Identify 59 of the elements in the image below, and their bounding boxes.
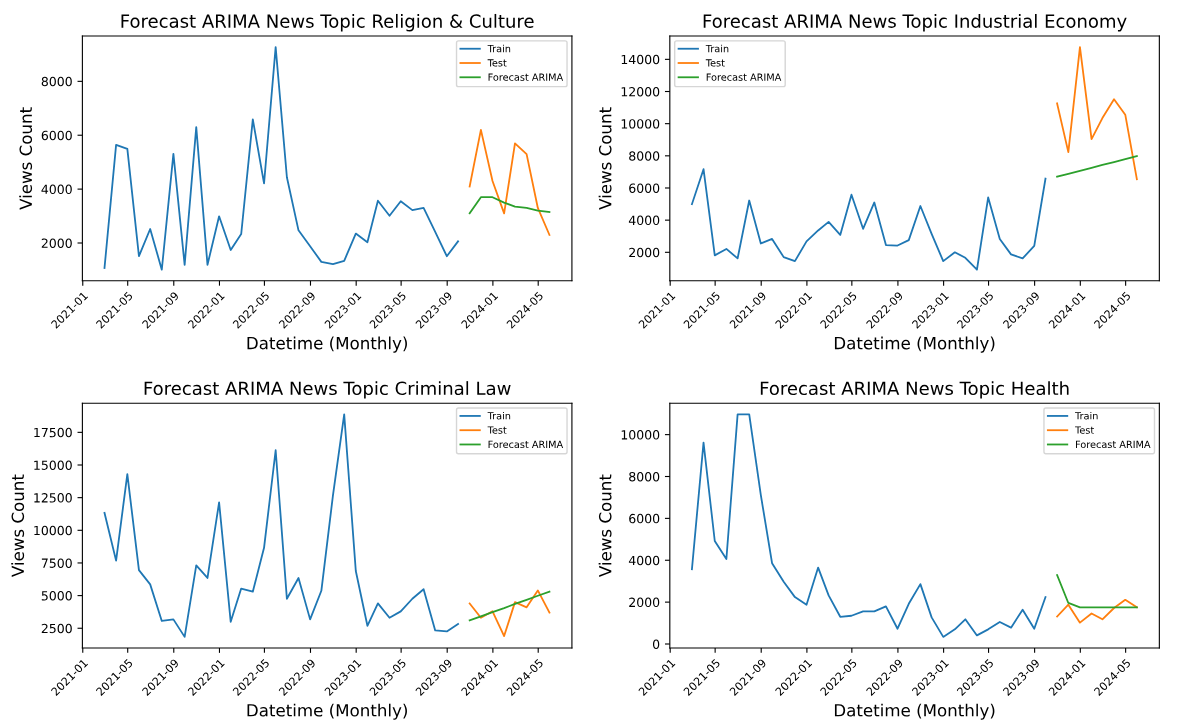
chart-title: Forecast ARIMA News Topic Industrial Economy bbox=[703, 13, 1127, 32]
legend-label: Forecast ARIMA bbox=[488, 73, 564, 81]
y-tick-label: 6000 bbox=[41, 130, 72, 141]
chart-title: Forecast ARIMA News Topic Health bbox=[760, 381, 1069, 399]
legend-label: Train bbox=[705, 44, 729, 53]
y-tick-label: 17500 bbox=[34, 427, 72, 438]
y-tick-label: 6000 bbox=[629, 183, 660, 193]
line-series bbox=[468, 589, 551, 637]
legend-label: Train bbox=[487, 44, 511, 53]
y-tick-label: 4000 bbox=[628, 215, 660, 226]
y-tick-label: 12000 bbox=[621, 86, 660, 97]
y-tick-label: 14000 bbox=[621, 54, 660, 65]
y-axis-title: Views Count bbox=[19, 107, 33, 210]
x-axis-title: Datetime (Monthly) bbox=[834, 336, 995, 353]
y-tick-label: 2000 bbox=[629, 597, 660, 608]
legend-label: Test bbox=[1075, 426, 1094, 434]
y-tick-label: 2000 bbox=[41, 238, 72, 248]
y-tick-label: 4000 bbox=[628, 555, 660, 566]
line-series bbox=[468, 196, 551, 215]
legend-label: Test bbox=[487, 426, 507, 434]
line-series bbox=[103, 413, 459, 638]
line-series bbox=[1056, 46, 1138, 181]
legend-label: Test bbox=[487, 59, 507, 67]
y-tick-label: 7500 bbox=[41, 558, 72, 568]
y-tick-label: 8000 bbox=[41, 76, 72, 87]
legend-label: Forecast ARIMA bbox=[488, 440, 564, 449]
y-tick-label: 8000 bbox=[629, 151, 660, 161]
y-axis-title: Views Count bbox=[11, 474, 25, 577]
line-series bbox=[103, 46, 459, 271]
y-tick-label: 8000 bbox=[629, 471, 660, 482]
y-tick-label: 0 bbox=[652, 639, 660, 649]
legend-label: Forecast ARIMA bbox=[1076, 440, 1151, 449]
line-series bbox=[468, 590, 551, 622]
y-tick-label: 10000 bbox=[34, 525, 72, 536]
y-tick-label: 6000 bbox=[629, 513, 660, 524]
chart-title: Forecast ARIMA News Topic Criminal Law bbox=[144, 381, 511, 399]
y-tick-label: 2500 bbox=[41, 623, 72, 634]
y-axis-title: Views Count bbox=[598, 107, 612, 210]
y-axis-title: Views Count bbox=[598, 474, 612, 577]
y-tick-label: 10000 bbox=[621, 119, 660, 129]
line-series bbox=[1056, 598, 1138, 624]
x-axis-title: Datetime (Monthly) bbox=[247, 703, 407, 720]
y-tick-label: 2000 bbox=[629, 247, 660, 258]
y-tick-label: 12500 bbox=[34, 493, 72, 503]
legend-label: Train bbox=[1075, 411, 1098, 420]
line-series bbox=[1056, 155, 1138, 178]
line-series bbox=[691, 413, 1047, 638]
y-tick-label: 15000 bbox=[34, 460, 72, 470]
y-tick-label: 5000 bbox=[41, 591, 72, 601]
chart-title: Forecast ARIMA News Topic Religion & Culture bbox=[121, 13, 534, 32]
legend-label: Train bbox=[487, 411, 511, 420]
legend-label: Test bbox=[705, 59, 725, 67]
y-tick-label: 4000 bbox=[41, 184, 72, 195]
x-axis-title: Datetime (Monthly) bbox=[247, 336, 407, 353]
line-series bbox=[468, 128, 551, 236]
x-axis-title: Datetime (Monthly) bbox=[834, 703, 995, 720]
y-tick-label: 10000 bbox=[621, 430, 660, 440]
line-series bbox=[691, 168, 1047, 271]
legend-label: Forecast ARIMA bbox=[706, 73, 782, 81]
